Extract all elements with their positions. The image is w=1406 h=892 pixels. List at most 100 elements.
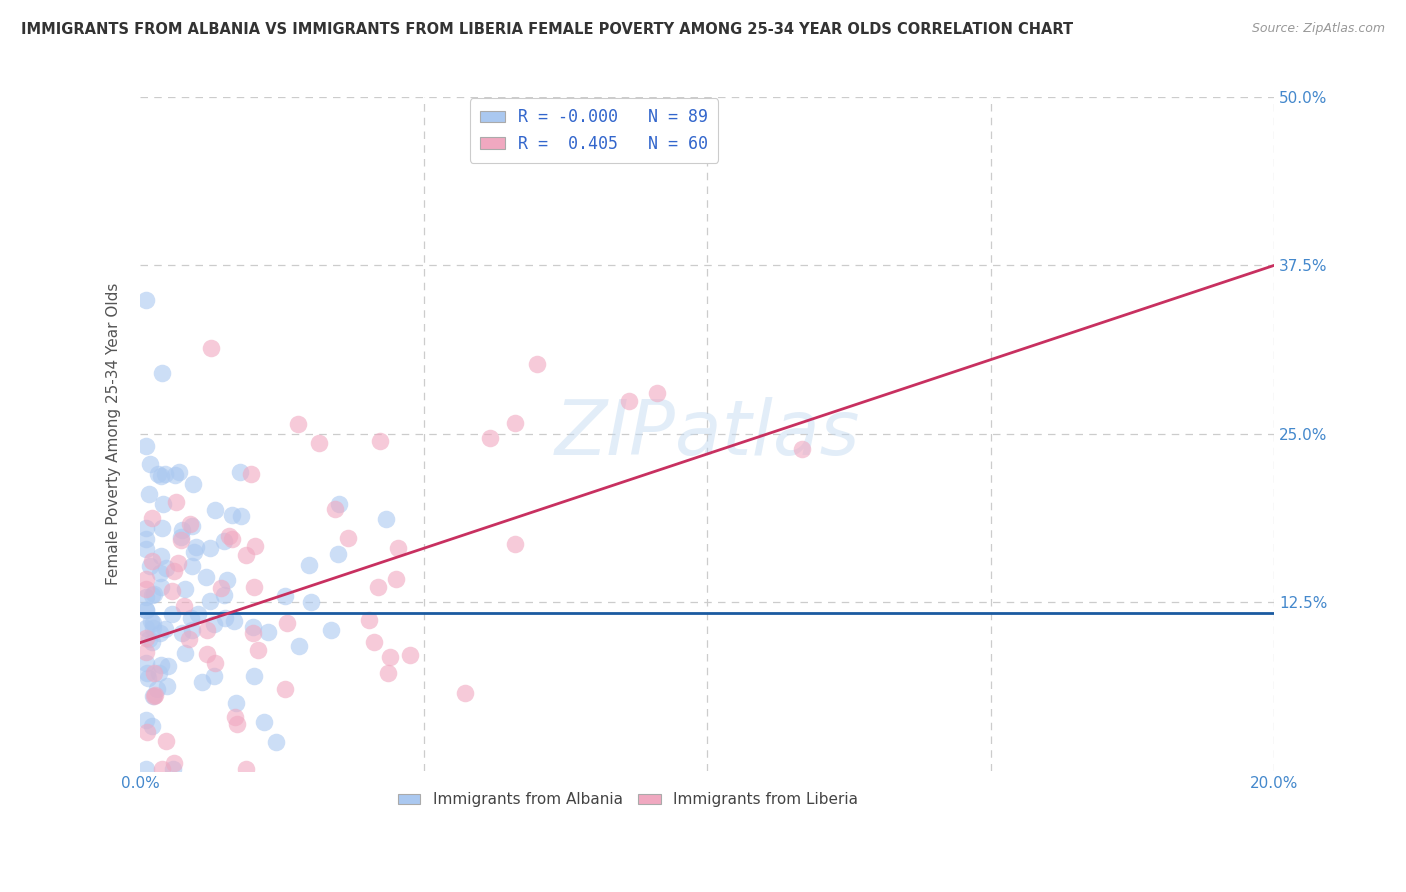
Point <box>526 357 548 371</box>
Point <box>337 531 360 545</box>
Point <box>139 458 162 472</box>
Point <box>225 716 247 731</box>
Point <box>222 614 245 628</box>
Point <box>143 689 166 703</box>
Point <box>142 587 165 601</box>
Point <box>299 595 322 609</box>
Point <box>135 542 157 557</box>
Point <box>135 532 157 546</box>
Point <box>149 566 172 580</box>
Point <box>387 541 409 555</box>
Point <box>503 537 526 551</box>
Point <box>136 666 159 681</box>
Point <box>243 669 266 683</box>
Point <box>155 561 177 575</box>
Point <box>179 516 201 531</box>
Point <box>619 393 641 408</box>
Point <box>195 623 218 637</box>
Point <box>308 436 330 450</box>
Point <box>217 573 239 587</box>
Point <box>155 734 177 748</box>
Point <box>135 657 157 671</box>
Point <box>253 714 276 729</box>
Point <box>150 580 173 594</box>
Point <box>142 620 165 634</box>
Point <box>135 293 157 307</box>
Point <box>162 584 184 599</box>
Point <box>363 634 385 648</box>
Point <box>141 511 163 525</box>
Point <box>274 589 297 603</box>
Point <box>146 467 169 482</box>
Point <box>170 533 193 548</box>
Point <box>135 582 157 596</box>
Point <box>142 615 165 630</box>
Point <box>141 719 163 733</box>
Point <box>141 554 163 568</box>
Point <box>135 725 157 739</box>
Point <box>190 675 212 690</box>
Point <box>150 762 173 776</box>
Point <box>135 621 157 635</box>
Point <box>221 532 243 546</box>
Point <box>138 632 160 646</box>
Point <box>156 680 179 694</box>
Point <box>183 544 205 558</box>
Point <box>152 521 174 535</box>
Point <box>162 762 184 776</box>
Point <box>274 681 297 696</box>
Point <box>198 594 221 608</box>
Point <box>231 509 253 524</box>
Point <box>323 501 346 516</box>
Point <box>179 632 201 647</box>
Legend: Immigrants from Albania, Immigrants from Liberia: Immigrants from Albania, Immigrants from… <box>391 787 865 814</box>
Point <box>174 646 197 660</box>
Point <box>141 588 163 602</box>
Y-axis label: Female Poverty Among 25-34 Year Olds: Female Poverty Among 25-34 Year Olds <box>107 283 121 585</box>
Point <box>173 599 195 614</box>
Point <box>792 442 814 456</box>
Point <box>225 696 247 710</box>
Point <box>204 657 226 671</box>
Point <box>212 534 235 549</box>
Point <box>135 572 157 586</box>
Point <box>212 588 235 602</box>
Point <box>170 529 193 543</box>
Point <box>367 580 389 594</box>
Point <box>180 518 202 533</box>
Point <box>200 341 222 355</box>
Point <box>153 467 176 481</box>
Point <box>239 467 262 481</box>
Point <box>235 762 257 776</box>
Point <box>167 466 190 480</box>
Point <box>242 626 264 640</box>
Point <box>149 626 172 640</box>
Point <box>243 581 266 595</box>
Point <box>150 469 173 483</box>
Point <box>135 590 157 604</box>
Point <box>160 607 183 621</box>
Point <box>149 549 172 563</box>
Point <box>141 635 163 649</box>
Point <box>163 564 186 578</box>
Point <box>187 607 209 621</box>
Point <box>479 431 502 445</box>
Point <box>503 416 526 430</box>
Point <box>143 688 166 702</box>
Point <box>276 616 298 631</box>
Point <box>152 366 174 380</box>
Point <box>143 666 166 681</box>
Point <box>141 689 163 703</box>
Point <box>139 558 162 573</box>
Point <box>247 643 270 657</box>
Point <box>328 547 350 561</box>
Point <box>321 623 343 637</box>
Point <box>163 468 186 483</box>
Point <box>135 645 157 659</box>
Point <box>135 631 157 645</box>
Point <box>202 668 225 682</box>
Point <box>209 581 232 595</box>
Point <box>165 495 187 509</box>
Point <box>202 616 225 631</box>
Point <box>298 558 321 573</box>
